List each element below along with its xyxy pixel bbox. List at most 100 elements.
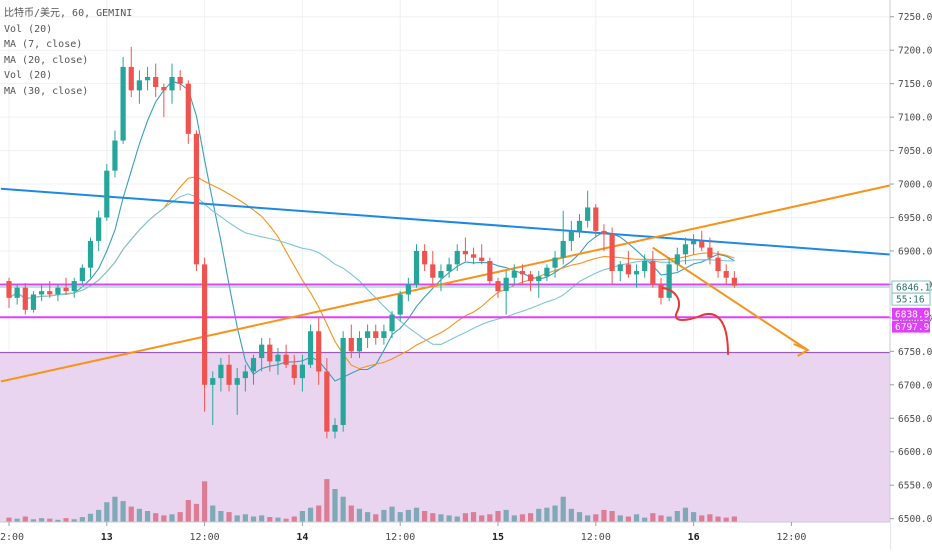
volume-bar[interactable]: [438, 514, 444, 522]
candle[interactable]: [593, 204, 599, 238]
trendline-ascending[interactable]: [0, 181, 906, 383]
volume-bar[interactable]: [381, 509, 387, 522]
candle[interactable]: [666, 257, 672, 302]
candle[interactable]: [104, 163, 110, 221]
volume-bar[interactable]: [633, 514, 640, 522]
trendline-projection[interactable]: [652, 246, 809, 351]
candle[interactable]: [470, 247, 477, 265]
volume-bar[interactable]: [528, 513, 534, 522]
volume-bar[interactable]: [79, 517, 85, 522]
volume-bar[interactable]: [454, 516, 460, 523]
volume-bar[interactable]: [316, 505, 322, 523]
candle[interactable]: [552, 250, 558, 278]
candle[interactable]: [128, 46, 134, 98]
candle[interactable]: [544, 264, 550, 282]
candle[interactable]: [617, 261, 623, 282]
candle[interactable]: [413, 244, 420, 288]
volume-bar[interactable]: [503, 509, 509, 522]
volume-bar[interactable]: [128, 506, 134, 522]
volume-bar[interactable]: [275, 517, 281, 522]
candle[interactable]: [405, 277, 411, 302]
volume-bar[interactable]: [552, 505, 558, 523]
candle[interactable]: [96, 210, 102, 251]
volume-bar[interactable]: [601, 509, 607, 522]
volume-bar[interactable]: [544, 507, 550, 522]
volume-bar[interactable]: [365, 512, 371, 522]
volume-bar[interactable]: [666, 516, 672, 523]
candle[interactable]: [169, 63, 175, 104]
volume-bar[interactable]: [120, 501, 126, 522]
candle[interactable]: [324, 358, 330, 439]
candle[interactable]: [389, 311, 395, 338]
volume-bar[interactable]: [87, 513, 94, 522]
candle[interactable]: [601, 224, 607, 251]
volume-bar[interactable]: [136, 508, 142, 522]
candle[interactable]: [430, 250, 436, 285]
volume-bar[interactable]: [348, 505, 354, 523]
volume-bar[interactable]: [30, 519, 37, 522]
volume-bar[interactable]: [234, 515, 240, 522]
volume-bar[interactable]: [153, 513, 159, 522]
candle[interactable]: [609, 227, 615, 285]
volume-bar[interactable]: [405, 509, 411, 522]
volume-bar[interactable]: [585, 515, 591, 522]
candle[interactable]: [242, 364, 248, 392]
volume-bar[interactable]: [397, 512, 403, 522]
legend-symbol[interactable]: 比特币/美元, 60, GEMINI: [4, 8, 133, 19]
candle[interactable]: [365, 324, 371, 348]
candle[interactable]: [332, 418, 338, 439]
volume-bar[interactable]: [422, 511, 428, 522]
legend-vol-1[interactable]: Vol (20): [4, 23, 53, 35]
volume-bar[interactable]: [495, 511, 501, 522]
candle[interactable]: [161, 83, 167, 118]
volume-bar[interactable]: [511, 515, 517, 522]
volume-bar[interactable]: [642, 517, 648, 522]
candle[interactable]: [682, 237, 689, 265]
candle[interactable]: [568, 220, 574, 251]
candle[interactable]: [446, 257, 452, 278]
candle[interactable]: [373, 324, 379, 345]
candle[interactable]: [487, 257, 493, 285]
candle[interactable]: [625, 250, 631, 278]
candle[interactable]: [715, 250, 721, 278]
volume-bar[interactable]: [593, 514, 599, 522]
candle[interactable]: [259, 337, 265, 372]
volume-bar[interactable]: [715, 516, 721, 523]
volume-bar[interactable]: [104, 502, 110, 522]
candle[interactable]: [185, 80, 191, 144]
candle[interactable]: [422, 244, 428, 272]
candle[interactable]: [495, 277, 501, 298]
volume-bar[interactable]: [307, 507, 314, 522]
volume-bar[interactable]: [707, 514, 713, 522]
candle[interactable]: [642, 254, 648, 278]
candle[interactable]: [519, 264, 526, 285]
volume-bar[interactable]: [699, 515, 705, 522]
candle[interactable]: [658, 277, 664, 305]
volume-bar[interactable]: [609, 511, 615, 522]
candle[interactable]: [112, 130, 118, 178]
candle[interactable]: [202, 257, 208, 412]
volume-bar[interactable]: [731, 516, 737, 523]
candle[interactable]: [55, 284, 61, 302]
volume-bar[interactable]: [536, 508, 542, 522]
candle[interactable]: [536, 271, 542, 298]
volume-bar[interactable]: [267, 517, 273, 522]
candle[interactable]: [381, 324, 387, 345]
volume-bar[interactable]: [14, 518, 20, 522]
volume-bar[interactable]: [291, 516, 297, 523]
candle[interactable]: [691, 234, 697, 255]
legend-vol-2[interactable]: Vol (20): [4, 70, 53, 81]
volume-bar[interactable]: [487, 514, 493, 522]
candle[interactable]: [226, 354, 232, 392]
candle[interactable]: [14, 284, 20, 305]
candle[interactable]: [6, 277, 12, 308]
price-tag[interactable]: 6838.93: [892, 307, 932, 321]
volume-bar[interactable]: [39, 518, 45, 522]
volume-bar[interactable]: [658, 515, 664, 522]
volume-bar[interactable]: [202, 481, 208, 522]
legend-ma-7[interactable]: MA (7, close): [4, 39, 83, 50]
volume-bar[interactable]: [283, 518, 289, 522]
volume-bar[interactable]: [55, 519, 61, 522]
candle[interactable]: [71, 277, 77, 298]
volume-bar[interactable]: [356, 508, 363, 522]
